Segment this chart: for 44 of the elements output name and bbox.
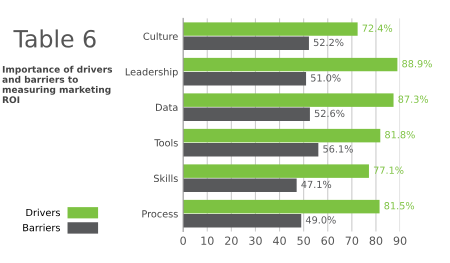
x-tick-label: 20 — [225, 236, 238, 245]
legend-label: Barriers — [23, 224, 60, 232]
data-label: 49.0% — [306, 216, 336, 224]
bar — [183, 93, 394, 107]
bar — [183, 36, 309, 50]
bar — [183, 72, 306, 86]
data-label: 52.6% — [314, 110, 344, 118]
x-tick-label: 10 — [201, 236, 214, 245]
data-label: 81.8% — [385, 131, 415, 138]
bar — [183, 108, 310, 122]
y-tick-label: Culture — [143, 32, 178, 40]
bar — [183, 58, 398, 72]
data-label: 81.5% — [384, 202, 414, 210]
x-tick-label: 90 — [394, 236, 406, 245]
chart-title: Table 6 — [13, 29, 96, 48]
data-label: 72.4% — [362, 24, 392, 32]
x-tick-label: 30 — [249, 236, 262, 245]
data-label: 77.1% — [374, 166, 404, 174]
data-label: 87.3% — [398, 96, 428, 103]
data-label: 88.9% — [402, 60, 432, 68]
data-label: 52.2% — [314, 38, 344, 46]
bar — [183, 128, 380, 142]
text: Importance of drivers and barriers to measuring marketing ROI — [2, 66, 112, 104]
data-label: 47.1% — [301, 180, 332, 188]
data-label: 51.0% — [310, 74, 341, 82]
bar — [183, 164, 369, 178]
legend-label: Drivers — [26, 208, 60, 216]
bar — [183, 22, 358, 36]
x-tick-label: 0 — [180, 236, 186, 245]
bar — [183, 143, 318, 157]
y-tick-label: Tools — [154, 138, 178, 147]
x-tick-label: 40 — [273, 236, 286, 245]
bar — [183, 178, 297, 192]
bar — [183, 200, 380, 214]
bar — [183, 214, 302, 228]
x-tick-label: 50 — [297, 236, 310, 245]
x-tick-label: 70 — [346, 236, 358, 245]
y-tick-label: Process — [142, 210, 178, 218]
y-tick-label: Skills — [154, 174, 178, 182]
x-tick-label: 60 — [321, 236, 334, 245]
data-label: 56.1% — [323, 145, 353, 153]
x-tick-label: 80 — [370, 236, 382, 245]
y-tick-label: Leadership — [126, 68, 178, 78]
y-tick-label: Data — [156, 104, 178, 112]
